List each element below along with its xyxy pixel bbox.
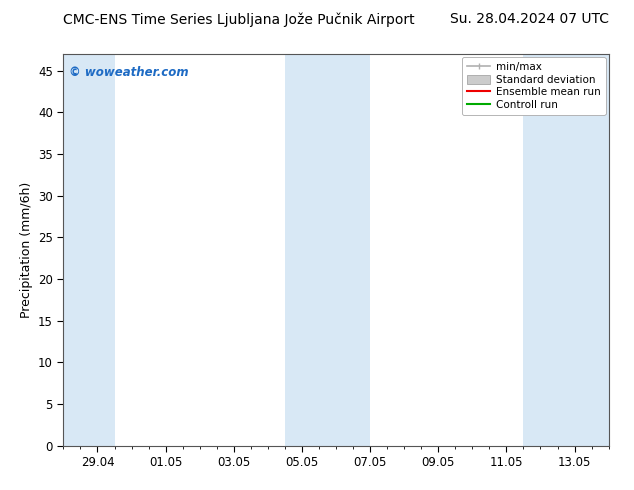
Legend: min/max, Standard deviation, Ensemble mean run, Controll run: min/max, Standard deviation, Ensemble me… (462, 57, 605, 115)
Text: © woweather.com: © woweather.com (69, 66, 188, 79)
Y-axis label: Precipitation (mm/6h): Precipitation (mm/6h) (20, 182, 32, 318)
Bar (285, 54, 370, 446)
Bar (63, 54, 115, 446)
Text: Su. 28.04.2024 07 UTC: Su. 28.04.2024 07 UTC (450, 12, 609, 26)
Text: CMC-ENS Time Series Ljubljana Jože Pučnik Airport: CMC-ENS Time Series Ljubljana Jože Pučni… (63, 12, 415, 27)
Bar (524, 54, 609, 446)
